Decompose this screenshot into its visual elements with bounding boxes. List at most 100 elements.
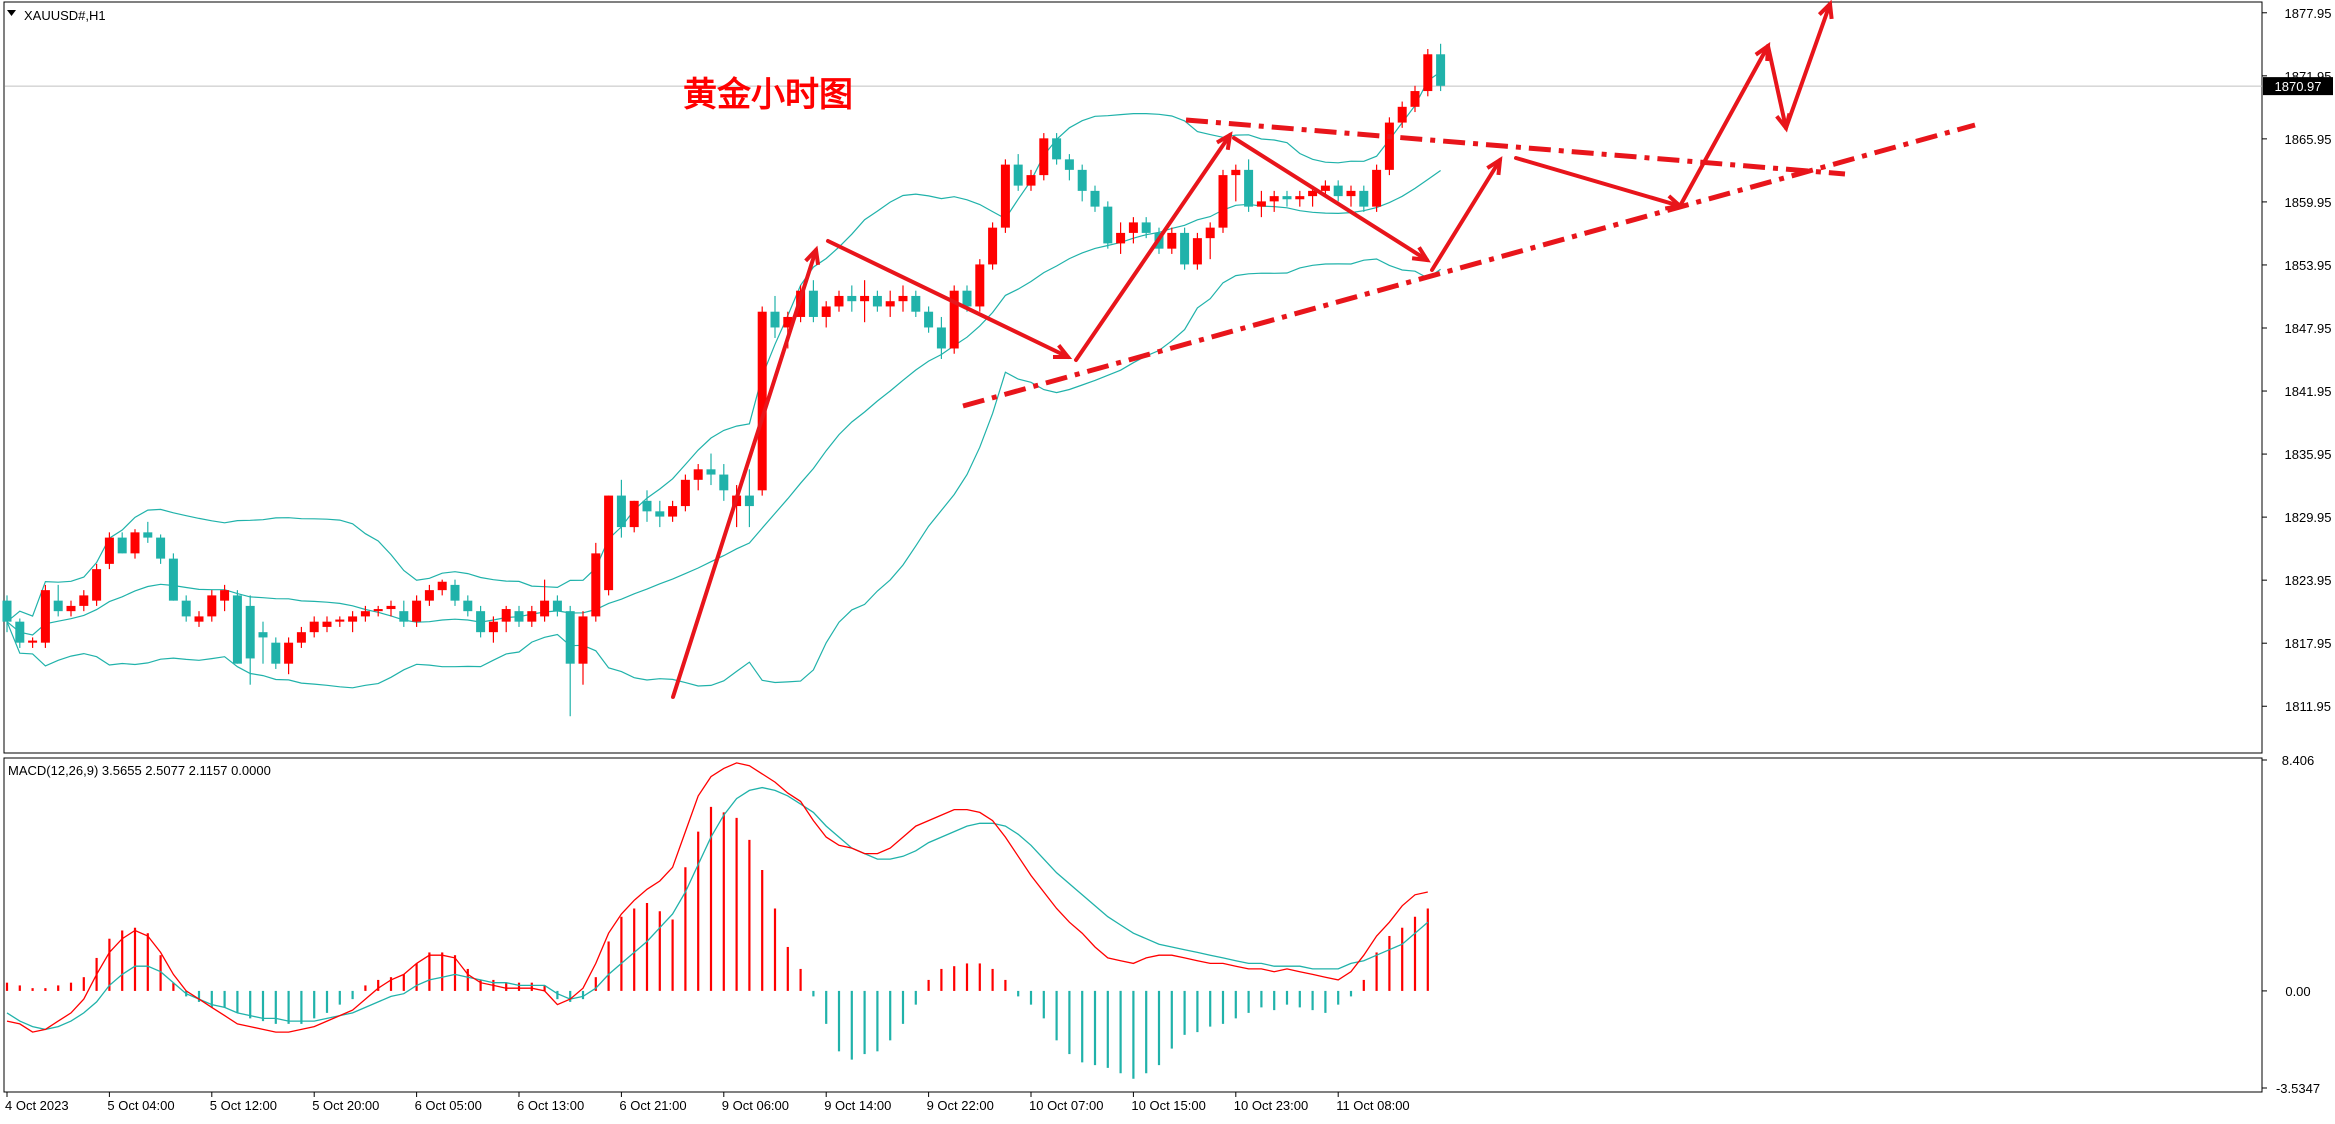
- candle: [1167, 227, 1177, 254]
- candle-body: [578, 616, 588, 664]
- candle: [693, 464, 703, 491]
- candle-body: [1423, 54, 1433, 92]
- candle: [936, 316, 946, 359]
- candle: [1359, 185, 1369, 212]
- candle-body: [1384, 122, 1394, 170]
- macd-signal-line: [6, 786, 1429, 1031]
- candle: [335, 616, 345, 627]
- candle-body: [220, 590, 230, 601]
- arrow-head: [1052, 344, 1073, 360]
- candle-body: [488, 621, 498, 633]
- candle-body: [2, 600, 12, 622]
- candle-body: [245, 605, 255, 659]
- candle: [744, 469, 754, 528]
- candle-body: [757, 311, 767, 491]
- candle-body: [79, 595, 89, 606]
- candle-body: [1308, 190, 1318, 197]
- candle: [1218, 169, 1228, 233]
- candle: [1256, 190, 1266, 218]
- macd-tick-label: -3.5347: [2276, 1081, 2320, 1096]
- candle: [450, 579, 460, 606]
- candle: [1090, 185, 1100, 212]
- candle-body: [655, 511, 665, 517]
- arrow-shaft: [671, 248, 818, 699]
- trend-arrow: [1430, 156, 1503, 272]
- candle: [642, 490, 652, 522]
- time-tick-label: 10 Oct 23:00: [1234, 1098, 1308, 1113]
- candle-body: [104, 537, 114, 564]
- candle: [885, 290, 895, 317]
- arrow-shaft: [1514, 156, 1682, 208]
- indicator-label: MACD(12,26,9) 3.5655 2.5077 2.1157 0.000…: [8, 763, 271, 778]
- candle: [1282, 190, 1292, 207]
- candle-body: [706, 469, 716, 475]
- candle-body: [271, 642, 281, 664]
- candle-body: [194, 616, 204, 622]
- arrow-shaft: [1430, 158, 1502, 272]
- candle: [1116, 222, 1126, 254]
- candle: [1397, 101, 1407, 128]
- candle-body: [1039, 138, 1049, 176]
- candle-body: [143, 532, 153, 538]
- price-tick-label: 1847.95: [2285, 321, 2332, 336]
- candle: [2, 595, 12, 633]
- candle: [284, 637, 294, 675]
- time-tick-label: 6 Oct 21:00: [619, 1098, 686, 1113]
- candle-body: [258, 632, 268, 638]
- arrow-head: [804, 245, 821, 266]
- candle-body: [92, 569, 102, 601]
- candle-body: [1269, 196, 1279, 202]
- candle-body: [1192, 238, 1202, 265]
- candle-body: [296, 632, 306, 643]
- candle: [40, 584, 50, 648]
- candle-body: [616, 495, 626, 528]
- candle-body: [898, 295, 908, 302]
- candle: [53, 584, 63, 617]
- candle-body: [437, 581, 447, 591]
- candle-body: [936, 327, 946, 349]
- candle-body: [1320, 185, 1330, 191]
- trend-arrow: [671, 245, 821, 699]
- candle: [706, 453, 716, 486]
- candle-body: [949, 290, 959, 349]
- time-tick-label: 9 Oct 14:00: [824, 1098, 891, 1113]
- time-tick-label: 5 Oct 12:00: [210, 1098, 277, 1113]
- macd-tick-label: 8.406: [2282, 753, 2315, 768]
- candle: [578, 611, 588, 685]
- candle-body: [168, 558, 178, 601]
- candle: [821, 301, 831, 328]
- candle: [834, 290, 844, 312]
- candle: [92, 563, 102, 606]
- arrow-head: [1486, 156, 1503, 176]
- candle-body: [1244, 169, 1254, 207]
- main-pane-frame: [3, 1, 2263, 754]
- candle-body: [1231, 169, 1241, 176]
- candle-body: [322, 621, 332, 627]
- candle-body: [988, 227, 998, 265]
- candle-body: [1218, 175, 1228, 228]
- candle-body: [1026, 175, 1036, 186]
- trend-arrow: [826, 239, 1073, 360]
- candle: [527, 605, 537, 627]
- candle: [668, 500, 678, 522]
- candle-body: [668, 506, 678, 517]
- arrow-shaft: [1766, 44, 1788, 130]
- candle-body: [386, 605, 396, 610]
- candle-body: [309, 621, 319, 633]
- price-tick-label: 1835.95: [2285, 447, 2332, 462]
- candle: [719, 464, 729, 501]
- candle: [1244, 159, 1254, 212]
- candle-body: [629, 500, 639, 528]
- candle: [565, 605, 575, 717]
- arrow-shaft: [1784, 2, 1832, 130]
- candle-body: [1256, 201, 1266, 207]
- candle: [15, 618, 25, 648]
- time-tick-label: 11 Oct 08:00: [1336, 1098, 1409, 1113]
- candle: [168, 553, 178, 601]
- candle-body: [680, 479, 690, 507]
- candle-body: [821, 306, 831, 317]
- chevron-down-icon[interactable]: [7, 10, 16, 16]
- candle: [1423, 49, 1433, 97]
- candle: [1077, 164, 1087, 202]
